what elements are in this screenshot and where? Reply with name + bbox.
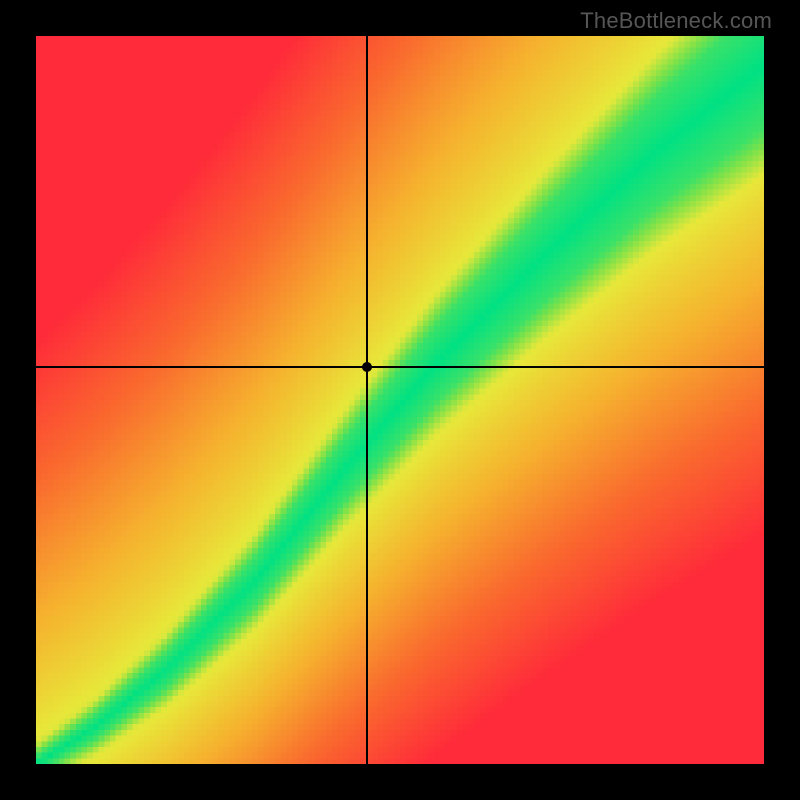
crosshair-vertical — [366, 36, 368, 764]
watermark-text: TheBottleneck.com — [580, 8, 772, 34]
crosshair-horizontal — [36, 366, 764, 368]
bottleneck-heatmap — [36, 36, 764, 764]
crosshair-marker — [362, 362, 372, 372]
